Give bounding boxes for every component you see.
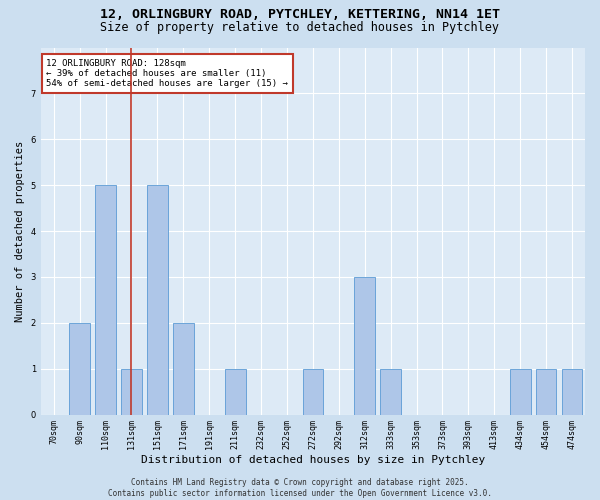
Bar [121,368,142,414]
Bar [95,185,116,414]
Bar [225,368,245,414]
Bar [536,368,556,414]
Text: Contains HM Land Registry data © Crown copyright and database right 2025.
Contai: Contains HM Land Registry data © Crown c… [108,478,492,498]
X-axis label: Distribution of detached houses by size in Pytchley: Distribution of detached houses by size … [141,455,485,465]
Y-axis label: Number of detached properties: Number of detached properties [15,140,25,322]
Bar [510,368,530,414]
Bar [380,368,401,414]
Bar [302,368,323,414]
Bar [173,323,194,414]
Text: 12, ORLINGBURY ROAD, PYTCHLEY, KETTERING, NN14 1ET: 12, ORLINGBURY ROAD, PYTCHLEY, KETTERING… [100,8,500,20]
Text: 12 ORLINGBURY ROAD: 128sqm
← 39% of detached houses are smaller (11)
54% of semi: 12 ORLINGBURY ROAD: 128sqm ← 39% of deta… [46,58,288,88]
Bar [355,277,375,414]
Bar [147,185,168,414]
Text: Size of property relative to detached houses in Pytchley: Size of property relative to detached ho… [101,21,499,34]
Bar [69,323,90,414]
Bar [562,368,583,414]
